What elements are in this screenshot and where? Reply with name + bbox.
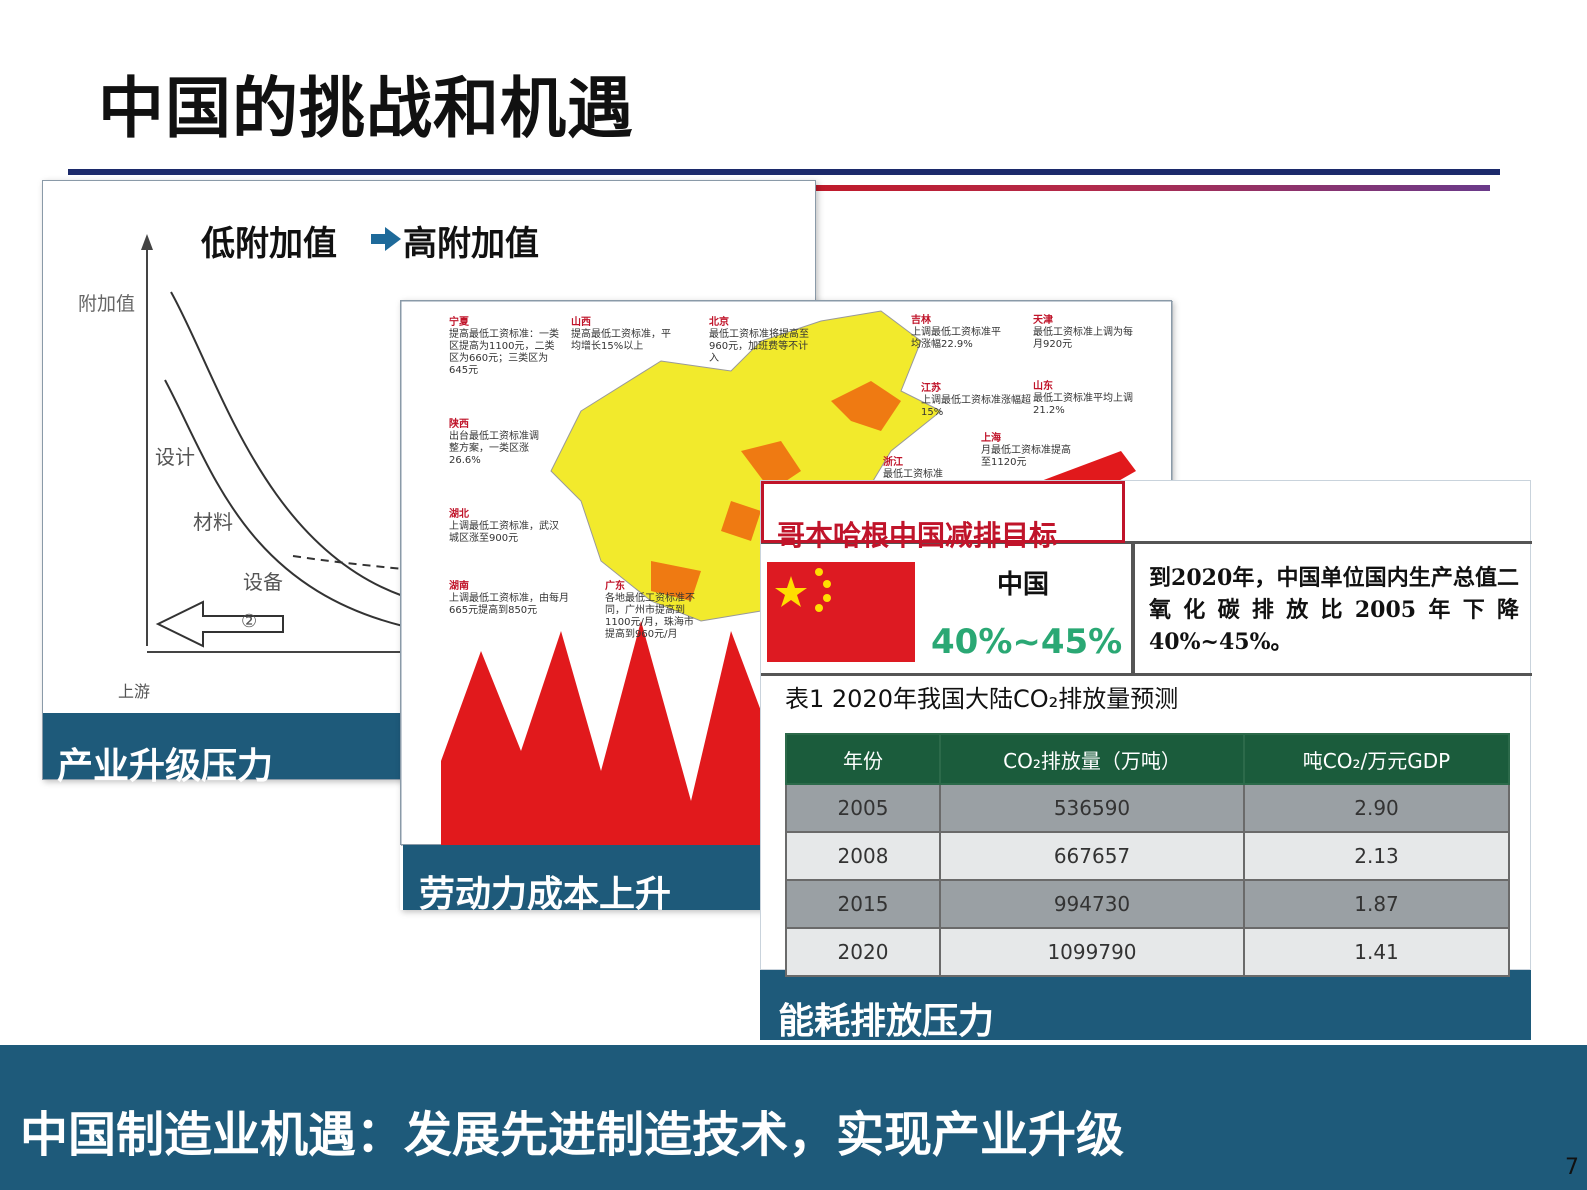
footer-message: 中国制造业机遇：发展先进制造技术，实现产业升级: [20, 1107, 1125, 1163]
column-header: 吨CO₂/万元GDP: [1243, 733, 1510, 785]
table-header-row: 年份 CO₂排放量（万吨） 吨CO₂/万元GDP: [785, 733, 1510, 785]
footer-band: 中国制造业机遇：发展先进制造技术，实现产业升级: [0, 1045, 1587, 1190]
note-jilin: 吉林 上调最低工资标准平均涨幅22.9%: [911, 315, 1001, 350]
note-hunan: 湖南 上调最低工资标准，由每月665元提高到850元: [449, 581, 569, 616]
page-number: 7: [1565, 1155, 1579, 1180]
table-caption: 表1 2020年我国大陆CO₂排放量预测: [785, 685, 1179, 713]
accent-rule: [810, 185, 1490, 191]
table-row: 2020 1099790 1.41: [785, 927, 1510, 977]
table-cell: 2005: [785, 783, 941, 833]
note-shaanxi: 陕西 出台最低工资标准调整方案，一类区涨26.6%: [449, 419, 539, 466]
table-row: 2005 536590 2.90: [785, 783, 1510, 833]
country-label: 中国: [997, 570, 1050, 600]
note-hubei: 湖北 上调最低工资标准，武汉城区涨至900元: [449, 509, 559, 544]
note-jiangsu: 江苏 上调最低工资标准涨幅超15%: [921, 383, 1031, 418]
table-cell: 994730: [939, 879, 1245, 929]
note-shanghai: 上海 月最低工资标准提高至1120元: [981, 433, 1071, 468]
table-cell: 1.41: [1243, 927, 1510, 977]
table-cell: 536590: [939, 783, 1245, 833]
banner-divider: [1131, 544, 1135, 674]
table-cell: 2.13: [1243, 831, 1510, 881]
arrow-right-icon: [371, 227, 401, 251]
note-tianjin: 天津 最低工资标准上调为每月920元: [1033, 315, 1133, 350]
target-banner: 中国 40%~45% 到2020年，中国单位国内生产总值二氧化碳排放比2005年…: [761, 541, 1532, 676]
arrow-number-label: ②: [241, 611, 258, 632]
table-row: 2015 994730 1.87: [785, 879, 1510, 929]
table-cell: 667657: [939, 831, 1245, 881]
note-zhejiang: 浙江 最低工资标准: [883, 457, 943, 480]
column-header: 年份: [785, 733, 941, 785]
slide-title: 中国的挑战和机遇: [98, 70, 634, 147]
china-flag-icon: [767, 562, 915, 662]
material-label: 材料: [193, 510, 233, 534]
emission-caption: 能耗排放压力: [778, 1001, 995, 1042]
labor-caption: 劳动力成本上升: [419, 874, 672, 915]
table-cell: 2020: [785, 927, 941, 977]
emission-content: 中国 40%~45% 到2020年，中国单位国内生产总值二氧化碳排放比2005年…: [760, 480, 1532, 977]
high-value-label: 高附加值: [403, 224, 539, 264]
table-cell: 1.87: [1243, 879, 1510, 929]
table-cell: 2008: [785, 831, 941, 881]
column-header: CO₂排放量（万吨）: [939, 733, 1245, 785]
co2-forecast-table: 年份 CO₂排放量（万吨） 吨CO₂/万元GDP 2005 536590 2.9…: [785, 733, 1510, 977]
note-shanxi: 山西 提高最低工资标准，平均增长15%以上: [571, 317, 671, 352]
table-cell: 1099790: [939, 927, 1245, 977]
equipment-label: 设备: [243, 570, 283, 594]
y-axis-label: 附加值: [78, 293, 136, 315]
target-percent: 40%~45%: [931, 622, 1123, 662]
industry-caption: 产业升级压力: [57, 746, 274, 787]
heading-highlight-box: [761, 481, 1125, 543]
low-value-label: 低附加值: [201, 224, 337, 264]
note-guangdong: 广东 各地最低工资标准不同，广州市提高到1100元/月，珠海市提高到960元/月: [605, 581, 695, 640]
table-row: 2008 667657 2.13: [785, 831, 1510, 881]
table-cell: 2015: [785, 879, 941, 929]
table-cell: 2.90: [1243, 783, 1510, 833]
upstream-label: 上游: [118, 682, 151, 701]
emission-heading: 哥本哈根中国减排目标: [777, 519, 1058, 552]
note-beijing: 北京 最低工资标准将提高至960元，加班费等不计入: [709, 317, 809, 364]
note-shandong: 山东 最低工资标准平均上调21.2%: [1033, 381, 1133, 416]
title-rule: [68, 169, 1500, 175]
value-chain-curve: [141, 234, 404, 653]
note-ningxia: 宁夏 提高最低工资标准：一类区提高为1100元，二类区为660元；三类区为645元: [449, 317, 559, 376]
emission-panel: 中国 40%~45% 到2020年，中国单位国内生产总值二氧化碳排放比2005年…: [760, 480, 1532, 1042]
design-label: 设计: [155, 445, 195, 469]
target-statement: 到2020年，中国单位国内生产总值二氧化碳排放比2005年下降40%~45%。: [1149, 565, 1519, 655]
